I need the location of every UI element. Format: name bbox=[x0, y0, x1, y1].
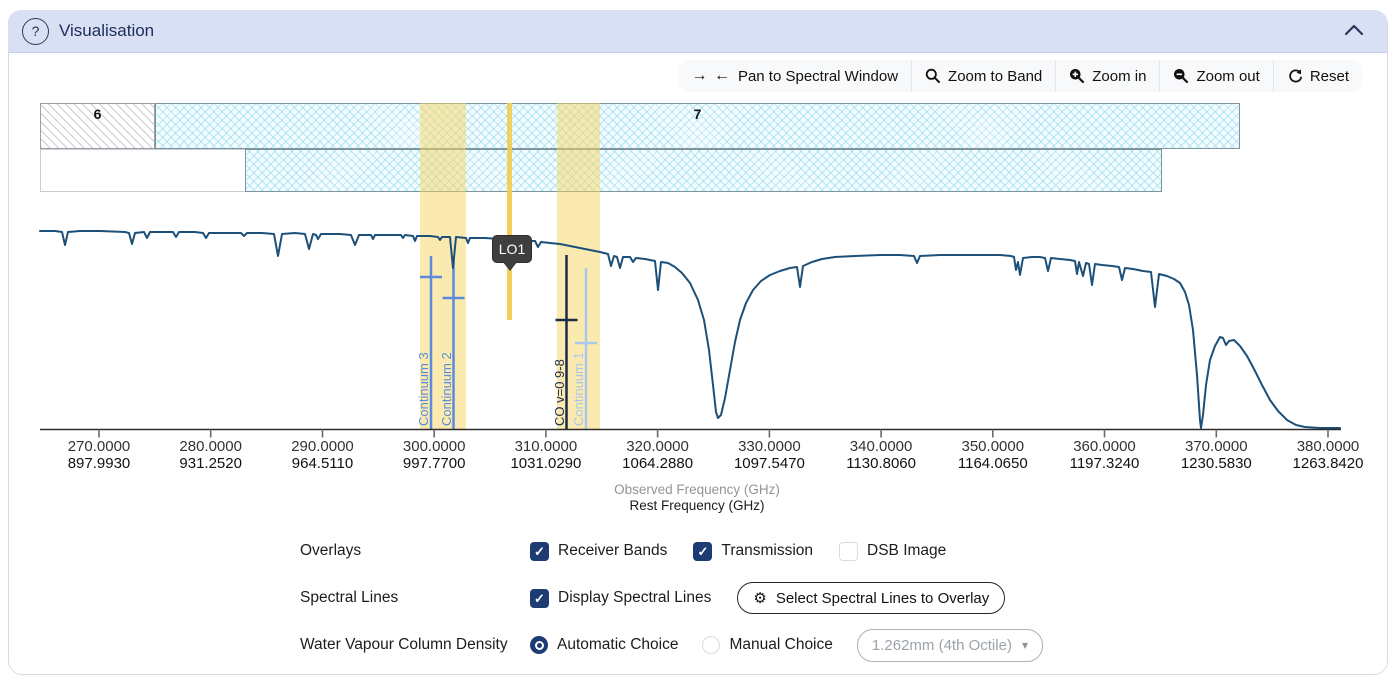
magnifier-minus-icon bbox=[1174, 69, 1189, 84]
radio-label: Manual Choice bbox=[729, 636, 833, 653]
lo1-marker-line[interactable] bbox=[507, 103, 512, 320]
spectral-line-label: Continuum 1 bbox=[571, 352, 586, 426]
plot-toolbar: → ← Pan to Spectral Window Zoom to Band … bbox=[678, 60, 1362, 92]
pan-to-spectral-window-button[interactable]: → ← Pan to Spectral Window bbox=[679, 60, 912, 92]
reset-icon bbox=[1289, 69, 1302, 83]
chevron-up-icon bbox=[1344, 24, 1364, 36]
tick-label: 290.0000 964.5110 bbox=[291, 438, 354, 472]
zoom-to-band-button[interactable]: Zoom to Band bbox=[911, 60, 1055, 92]
arrows-pan-icon: → ← bbox=[691, 67, 731, 84]
tick-label: 380.0000 1263.8420 bbox=[1292, 438, 1364, 472]
tick-label: 310.0000 1031.0290 bbox=[510, 438, 582, 472]
octile-select[interactable]: 1.262mm (4th Octile) ▾ bbox=[856, 628, 1043, 662]
tick-label: 360.0000 1197.3240 bbox=[1069, 438, 1140, 472]
sideband-band-7 bbox=[245, 148, 1162, 192]
radio-unselected-icon bbox=[702, 636, 721, 654]
button-label: Zoom to Band bbox=[948, 67, 1043, 85]
checkbox-checked-icon: ✓ bbox=[530, 541, 549, 561]
checkbox-label: Receiver Bands bbox=[558, 542, 668, 559]
receiver-band-6: 6 bbox=[40, 103, 155, 149]
transmission-checkbox[interactable]: ✓ Transmission bbox=[693, 541, 814, 561]
panel-title: Visualisation bbox=[59, 21, 155, 40]
observed-frequency-axis-label: Observed Frequency (GHz) bbox=[614, 482, 780, 497]
checkbox-unchecked-icon bbox=[839, 541, 859, 561]
spectral-line-label: Continuum 3 bbox=[416, 352, 431, 426]
display-spectral-lines-checkbox[interactable]: ✓ Display Spectral Lines bbox=[530, 588, 712, 608]
receiver-band-7: 7 bbox=[155, 103, 1240, 149]
magnifier-icon bbox=[925, 68, 941, 83]
receiver-bands-checkbox[interactable]: ✓ Receiver Bands bbox=[530, 541, 668, 561]
button-label: Pan to Spectral Window bbox=[737, 67, 899, 85]
spectral-line-label: Continuum 2 bbox=[438, 352, 454, 426]
tick-label: 370.0000 1230.5830 bbox=[1180, 438, 1252, 472]
select-spectral-lines-button[interactable]: ⚙ Select Spectral Lines to Overlay bbox=[737, 582, 1006, 614]
button-label: Zoom out bbox=[1196, 67, 1260, 85]
checkbox-label: Transmission bbox=[721, 542, 814, 559]
magnifier-plus-icon bbox=[1070, 69, 1085, 84]
automatic-choice-radio[interactable]: Automatic Choice bbox=[530, 636, 678, 654]
tick-label: 280.0000 931.2520 bbox=[179, 438, 242, 472]
manual-choice-radio[interactable]: Manual Choice bbox=[702, 636, 833, 654]
tick-label: 320.0000 1064.2880 bbox=[622, 438, 694, 472]
radio-label: Automatic Choice bbox=[557, 636, 679, 653]
button-label: Reset bbox=[1309, 67, 1349, 85]
tick-label: 340.0000 1130.8060 bbox=[846, 438, 916, 472]
reset-button[interactable]: Reset bbox=[1272, 60, 1362, 92]
zoom-out-button[interactable]: Zoom out bbox=[1159, 60, 1272, 92]
help-icon[interactable]: ? bbox=[22, 17, 49, 45]
checkbox-checked-icon: ✓ bbox=[693, 541, 713, 561]
radio-selected-icon bbox=[530, 636, 548, 654]
zoom-in-button[interactable]: Zoom in bbox=[1055, 60, 1159, 92]
checkbox-label: DSB Image bbox=[867, 542, 947, 559]
collapse-button[interactable] bbox=[1343, 23, 1365, 42]
panel-header: ? Visualisation bbox=[8, 10, 1387, 53]
lo1-tooltip-text: LO1 bbox=[498, 241, 526, 257]
tick-label: 330.0000 1097.5470 bbox=[733, 438, 805, 472]
select-value: 1.262mm (4th Octile) bbox=[871, 636, 1012, 654]
tick-label: 270.0000 897.9930 bbox=[67, 438, 131, 472]
water-vapour-row: Water Vapour Column Density Automatic Ch… bbox=[300, 628, 1043, 662]
tick-label: 350.0000 1164.0650 bbox=[957, 438, 1028, 472]
lo1-tooltip-tail bbox=[502, 261, 518, 271]
lo1-tooltip: LO1 bbox=[492, 235, 532, 263]
tick-label: 300.0000 997.7700 bbox=[402, 438, 466, 472]
button-label: Select Spectral Lines to Overlay bbox=[775, 589, 990, 607]
gear-icon: ⚙ bbox=[753, 590, 767, 607]
water-vapour-label: Water Vapour Column Density bbox=[300, 636, 508, 653]
spectral-lines-label: Spectral Lines bbox=[300, 589, 399, 606]
checkbox-checked-icon: ✓ bbox=[530, 588, 549, 608]
spectral-line-label: CO v=0 9-8 bbox=[551, 359, 567, 426]
dsb-image-checkbox[interactable]: DSB Image bbox=[839, 541, 947, 561]
button-label: Zoom in bbox=[1092, 67, 1147, 85]
overlays-label: Overlays bbox=[300, 542, 362, 559]
rest-frequency-axis-label: Rest Frequency (GHz) bbox=[629, 498, 765, 513]
spectral-lines-row: Spectral Lines ✓ Display Spectral Lines … bbox=[300, 582, 1006, 614]
checkbox-label: Display Spectral Lines bbox=[558, 589, 712, 606]
band-6-label: 6 bbox=[93, 106, 102, 122]
caret-down-icon: ▾ bbox=[1021, 638, 1028, 652]
band-7-label: 7 bbox=[693, 106, 702, 122]
overlays-row: Overlays ✓ Receiver Bands ✓ Transmission… bbox=[300, 536, 946, 566]
